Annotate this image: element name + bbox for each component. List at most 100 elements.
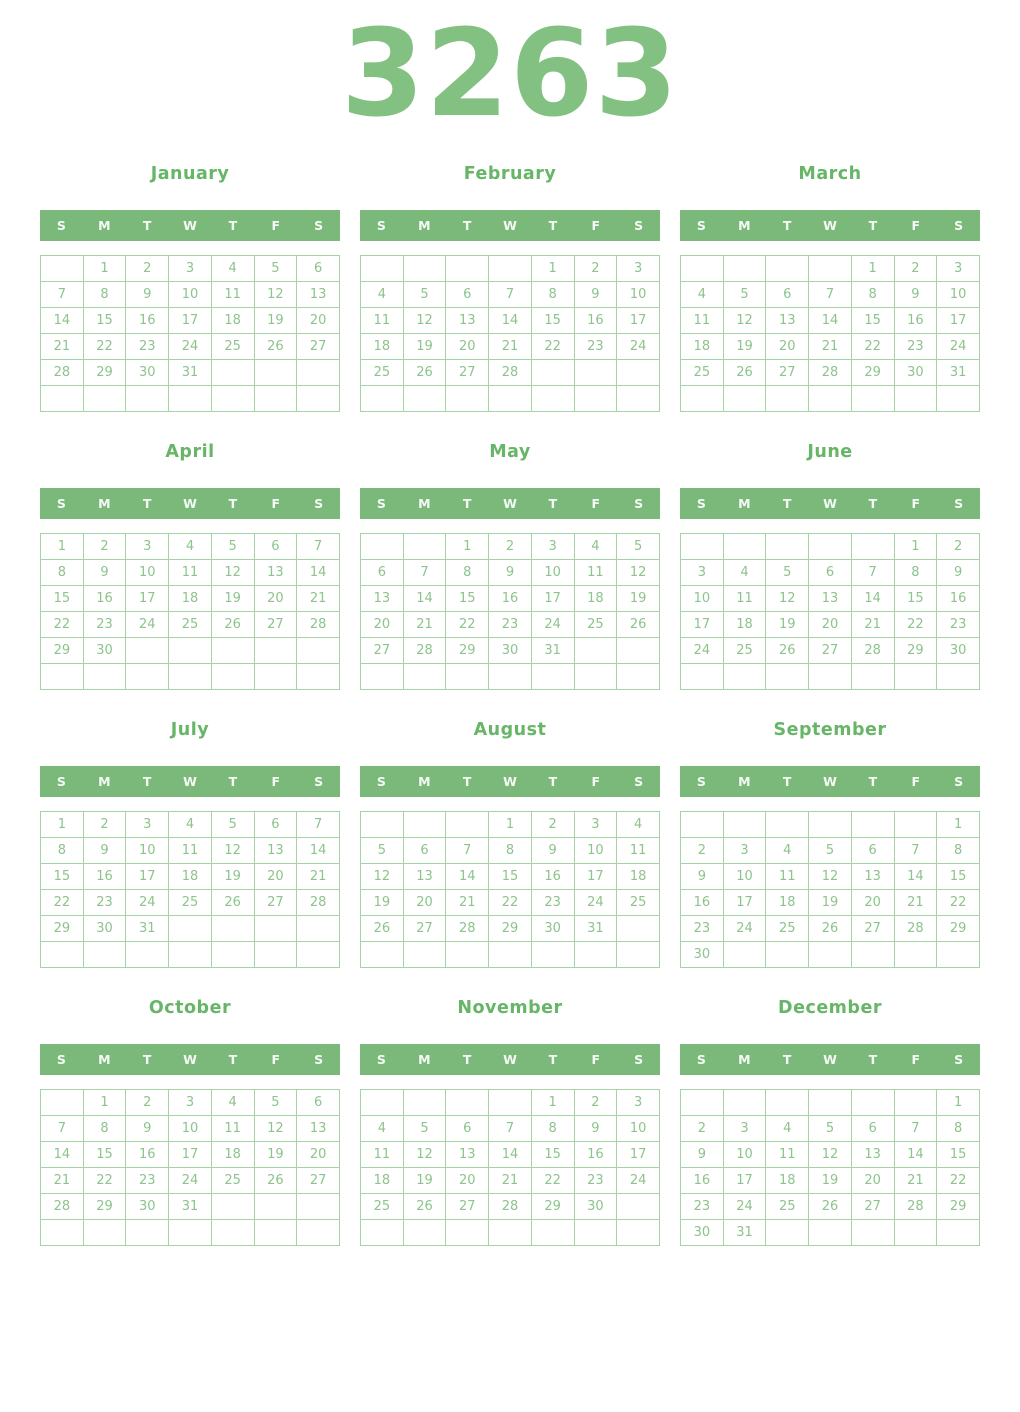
day-cell: 30 <box>893 359 938 386</box>
empty-day-cell <box>40 255 84 282</box>
empty-day-cell <box>616 637 660 664</box>
day-cell: 4 <box>722 559 767 586</box>
empty-day-cell <box>402 385 447 412</box>
day-cell: 23 <box>573 333 618 360</box>
day-cell: 10 <box>573 837 618 864</box>
day-cell: 31 <box>530 637 575 664</box>
weekday-label: T <box>548 1052 558 1067</box>
empty-day-cell <box>210 359 255 386</box>
day-cell: 18 <box>210 1141 255 1168</box>
empty-day-cell <box>82 941 127 968</box>
day-cell: 13 <box>765 307 810 334</box>
day-cell: 15 <box>445 585 490 612</box>
day-cell: 30 <box>125 1193 170 1220</box>
day-cell: 22 <box>40 889 84 916</box>
day-cell: 2 <box>82 533 127 560</box>
weekday-label: T <box>548 774 558 789</box>
month-title: July <box>170 720 210 740</box>
day-cell: 19 <box>402 1167 447 1194</box>
week-row: 11 12 13 14 15 16 17 <box>360 307 660 334</box>
week-row: 14 15 16 17 18 19 20 <box>40 307 340 334</box>
day-cell: 6 <box>360 559 404 586</box>
day-cell: 11 <box>360 1141 404 1168</box>
day-cell: 12 <box>210 559 255 586</box>
empty-day-cell <box>680 385 724 412</box>
day-cell: 20 <box>445 1167 490 1194</box>
day-cell: 12 <box>253 281 298 308</box>
empty-day-cell <box>573 1219 618 1246</box>
day-cell: 28 <box>296 611 340 638</box>
day-cell: 24 <box>722 1193 767 1220</box>
week-row: 8 9 10 11 12 13 14 <box>40 559 340 586</box>
day-cell: 9 <box>530 837 575 864</box>
day-cell: 16 <box>82 585 127 612</box>
weekday-label: S <box>696 218 706 233</box>
empty-day-cell <box>210 1193 255 1220</box>
empty-day-cell <box>808 1089 852 1116</box>
empty-day-cell <box>445 255 490 282</box>
day-cell: 13 <box>850 1141 895 1168</box>
day-cell: 7 <box>402 559 447 586</box>
empty-day-cell <box>765 941 810 968</box>
day-cell: 9 <box>82 837 127 864</box>
day-cell: 12 <box>402 1141 447 1168</box>
weekday-label: T <box>548 218 558 233</box>
day-cell: 13 <box>850 863 895 890</box>
day-cell: 11 <box>573 559 618 586</box>
week-row: 27 28 29 30 31 <box>360 637 660 664</box>
weekday-label: W <box>823 218 837 233</box>
empty-day-cell <box>808 255 852 282</box>
day-cell: 22 <box>530 1167 575 1194</box>
empty-day-cell <box>680 1089 724 1116</box>
day-cell: 10 <box>936 281 980 308</box>
day-cell: 4 <box>360 1115 404 1142</box>
day-cell: 18 <box>573 585 618 612</box>
day-cell: 26 <box>210 889 255 916</box>
day-cell: 17 <box>168 307 212 334</box>
day-cell: 15 <box>488 863 532 890</box>
empty-day-cell <box>296 915 340 942</box>
empty-day-cell <box>40 1219 84 1246</box>
day-cell: 29 <box>936 915 980 942</box>
day-cell: 22 <box>530 333 575 360</box>
day-cell: 12 <box>360 863 404 890</box>
day-cell: 10 <box>616 281 660 308</box>
day-cell: 10 <box>722 863 767 890</box>
empty-day-cell <box>40 941 84 968</box>
week-row: 6 7 8 9 10 11 12 <box>360 559 660 586</box>
day-cell: 5 <box>253 1089 298 1116</box>
day-cell: 1 <box>445 533 490 560</box>
day-cell: 6 <box>445 1115 490 1142</box>
day-cell: 17 <box>616 1141 660 1168</box>
day-cell: 6 <box>765 281 810 308</box>
weekday-label: M <box>738 1052 751 1067</box>
day-cell: 25 <box>210 1167 255 1194</box>
day-cell: 12 <box>616 559 660 586</box>
day-cell: 4 <box>210 255 255 282</box>
weekday-label: F <box>271 1052 280 1067</box>
day-cell: 25 <box>765 915 810 942</box>
week-row: 25 26 27 28 <box>360 359 660 386</box>
empty-day-cell <box>296 1219 340 1246</box>
day-cell: 25 <box>722 637 767 664</box>
day-cell: 10 <box>722 1141 767 1168</box>
empty-day-cell <box>893 663 938 690</box>
month-title: March <box>798 164 862 184</box>
day-cell: 28 <box>850 637 895 664</box>
empty-day-cell <box>253 637 298 664</box>
day-cell: 15 <box>40 585 84 612</box>
day-cell: 16 <box>82 863 127 890</box>
day-cell: 5 <box>210 811 255 838</box>
day-cell: 28 <box>488 359 532 386</box>
day-cell: 8 <box>488 837 532 864</box>
day-cell: 18 <box>765 1167 810 1194</box>
week-row <box>360 941 660 968</box>
day-cell: 24 <box>722 915 767 942</box>
day-cell: 20 <box>850 1167 895 1194</box>
